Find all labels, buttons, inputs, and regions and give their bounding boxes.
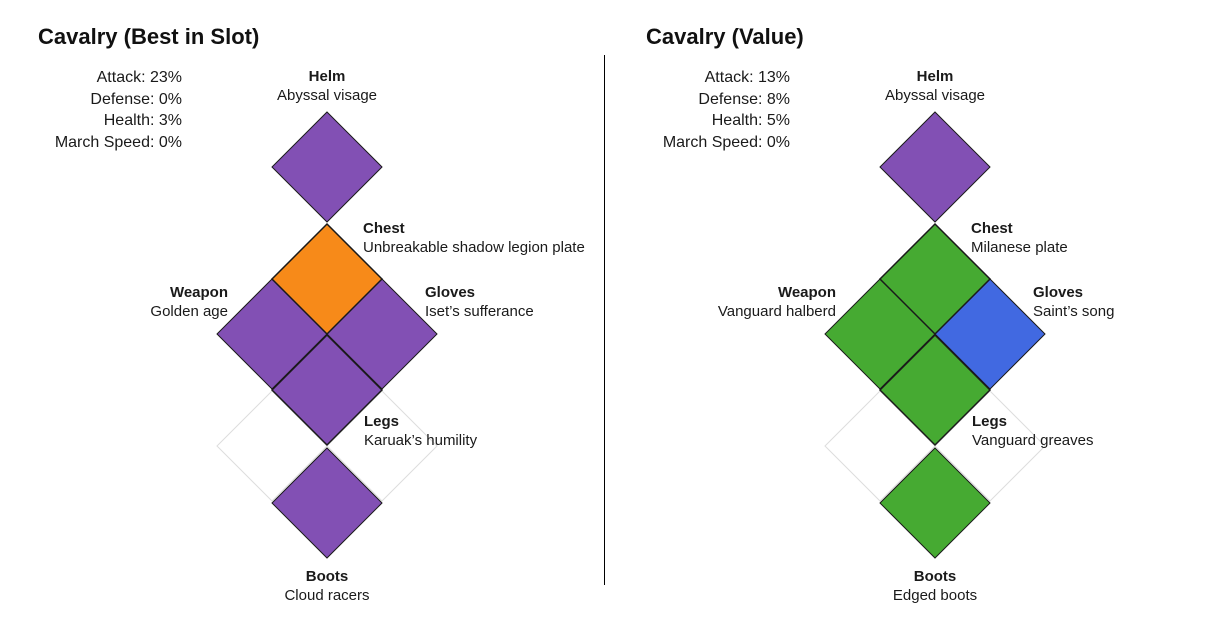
legs-slot[interactable]: [270, 333, 384, 447]
item-name: Milanese plate: [971, 239, 1068, 256]
slot-name: Legs: [364, 413, 400, 430]
helm-slot[interactable]: [879, 111, 991, 223]
item-name: Saint’s song: [1033, 303, 1115, 320]
stat-health: Health: 3%: [103, 112, 182, 129]
item-name: Unbreakable shadow legion plate: [363, 239, 585, 256]
panel-title: Cavalry (Best in Slot): [38, 24, 260, 49]
item-name: Vanguard greaves: [972, 432, 1094, 449]
chest-label: Chest Unbreakable shadow legion plate: [363, 219, 585, 257]
gloves-label: Gloves Iset’s sufferance: [425, 283, 534, 321]
boots-slot[interactable]: [271, 447, 383, 559]
item-name: Cloud racers: [284, 587, 370, 604]
item-name: Abyssal visage: [884, 87, 986, 104]
panel-title: Cavalry (Value): [646, 24, 804, 49]
slot-name: Chest: [971, 220, 1013, 237]
slot-name: Chest: [363, 220, 405, 237]
item-name: Abyssal visage: [276, 87, 378, 104]
panel-value: Cavalry (Value) Attack: 13% Defense: 8% …: [608, 0, 1210, 632]
slot-name: Legs: [972, 413, 1008, 430]
panel-divider: [604, 55, 605, 585]
stat-health: Health: 5%: [711, 112, 790, 129]
helm-label: Helm Abyssal visage: [885, 67, 985, 105]
stats-block: Attack: 23% Defense: 0% Health: 3% March…: [55, 67, 182, 153]
helm-slot[interactable]: [271, 111, 383, 223]
item-name: Golden age: [150, 303, 228, 320]
item-name: Iset’s sufferance: [425, 303, 534, 320]
slot-name: Boots: [913, 568, 957, 585]
boots-slot[interactable]: [879, 447, 991, 559]
slot-name: Gloves: [1033, 284, 1084, 301]
stat-attack: Attack: 13%: [704, 69, 790, 86]
legs-label: Legs Vanguard greaves: [972, 412, 1093, 450]
slot-name: Helm: [916, 68, 954, 85]
weapon-label: Weapon Vanguard halberd: [718, 283, 836, 321]
stat-attack: Attack: 23%: [96, 69, 182, 86]
weapon-label: Weapon Golden age: [150, 283, 228, 321]
gear-diagram: [824, 111, 1046, 559]
chest-label: Chest Milanese plate: [971, 219, 1068, 257]
slot-name: Gloves: [425, 284, 476, 301]
slot-name: Boots: [305, 568, 349, 585]
gear-diagram: [216, 111, 438, 559]
gloves-label: Gloves Saint’s song: [1033, 283, 1114, 321]
item-name: Vanguard halberd: [717, 303, 836, 320]
stat-march-speed: March Speed: 0%: [662, 133, 790, 151]
stats-block: Attack: 13% Defense: 8% Health: 5% March…: [663, 67, 790, 153]
item-name: Karuak’s humility: [364, 432, 478, 449]
slot-name: Weapon: [777, 284, 836, 301]
boots-label: Boots Edged boots: [893, 567, 977, 605]
stat-march-speed: March Speed: 0%: [54, 133, 182, 151]
boots-label: Boots Cloud racers: [284, 567, 369, 605]
slot-name: Weapon: [169, 284, 228, 301]
stat-defense: Defense: 0%: [90, 90, 182, 108]
item-name: Edged boots: [892, 587, 978, 604]
stat-defense: Defense: 8%: [698, 90, 790, 108]
panel-best-in-slot: Cavalry (Best in Slot) Attack: 23% Defen…: [38, 24, 585, 605]
slot-name: Helm: [308, 68, 346, 85]
legs-slot[interactable]: [878, 333, 992, 447]
helm-label: Helm Abyssal visage: [277, 67, 377, 105]
legs-label: Legs Karuak’s humility: [364, 412, 477, 450]
